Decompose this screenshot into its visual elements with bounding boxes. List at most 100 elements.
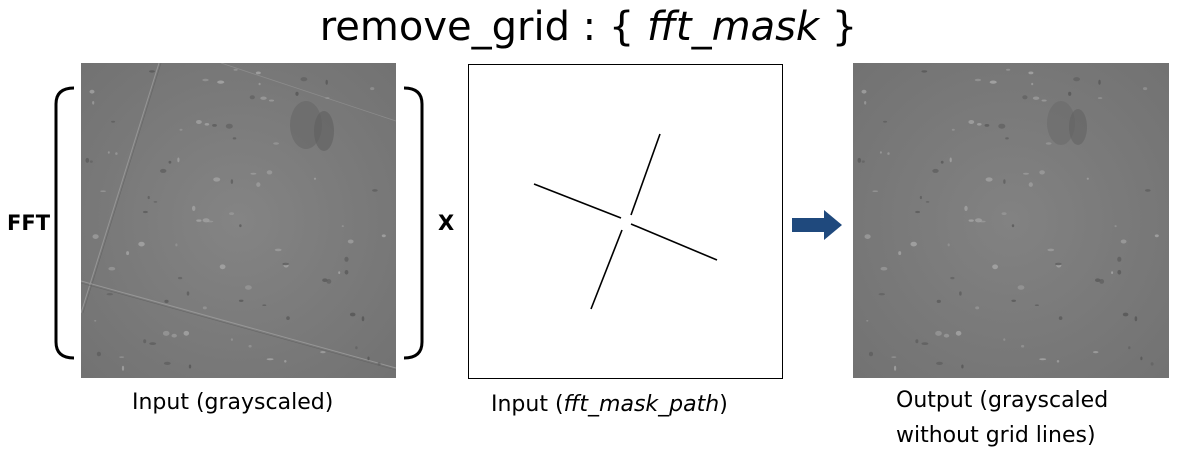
cell-speck	[977, 123, 982, 126]
cell-speck	[1034, 304, 1039, 306]
cell-speck	[147, 195, 150, 200]
cell-speck	[262, 304, 267, 306]
cell-speck	[947, 243, 950, 247]
cell-speck	[92, 101, 95, 105]
fft-mask-image	[468, 64, 783, 379]
cell-speck	[260, 96, 267, 100]
cell-speck	[238, 299, 244, 302]
input-image-canvas	[81, 63, 396, 378]
title-suffix: }	[819, 4, 858, 50]
cell-speck	[921, 70, 928, 73]
diagram-title: remove_grid : { fft_mask }	[0, 2, 1177, 52]
cell-speck	[864, 101, 867, 105]
cell-speck	[1073, 77, 1080, 82]
cell-speck	[1011, 224, 1015, 228]
cell-speck	[179, 128, 183, 131]
cell-speck	[300, 77, 308, 82]
cell-speck	[372, 189, 378, 192]
cell-speck	[1114, 225, 1117, 228]
cell-speck	[1117, 256, 1122, 262]
cell-speck	[192, 205, 196, 211]
title-param: fft_mask	[647, 4, 820, 50]
cell-speck	[985, 177, 993, 182]
cell-speck	[212, 124, 217, 127]
right-bracket	[403, 86, 424, 360]
cell-speck	[1006, 68, 1011, 71]
cell-speck	[1134, 316, 1138, 322]
cell-speck	[225, 123, 233, 129]
cell-speck	[1028, 182, 1033, 187]
cell-speck	[163, 361, 171, 365]
cell-speck	[949, 157, 952, 163]
cell-speck	[868, 351, 874, 357]
output-grayscale-image	[853, 63, 1169, 378]
cell-speck	[925, 201, 930, 203]
cell-speck	[213, 177, 221, 182]
cell-speck	[168, 160, 172, 164]
cell-speck	[322, 278, 328, 282]
cell-speck	[217, 80, 225, 84]
cell-speck	[94, 320, 97, 322]
cell-speck	[984, 124, 990, 127]
cell-speck	[940, 160, 944, 164]
cell-speck	[381, 234, 386, 238]
cell-speck	[344, 270, 349, 275]
mask-caption-param: fft_mask_path	[563, 392, 720, 417]
cell-speck	[92, 234, 99, 240]
cell-speck	[898, 251, 902, 256]
cell-speck	[245, 285, 252, 290]
mask-caption: Input (fft_mask_path)	[491, 390, 728, 420]
cell-speck	[1150, 362, 1154, 366]
output-caption-line2: without grid lines)	[896, 423, 1096, 448]
cell-speck	[968, 219, 974, 222]
fft-label: FFT	[7, 211, 51, 235]
cell-speck	[249, 95, 255, 100]
cell-speck	[879, 151, 882, 154]
cell-speck	[915, 339, 919, 344]
cell-speck	[258, 82, 261, 86]
fft-mask-canvas	[533, 133, 718, 310]
cell-speck	[115, 152, 118, 155]
cell-speck	[274, 248, 282, 252]
mask-line-lower	[590, 229, 623, 310]
cell-speck	[1098, 79, 1101, 85]
cell-speck	[188, 364, 192, 369]
cell-speck	[341, 225, 344, 228]
cell-speck	[248, 344, 252, 348]
cell-speck	[989, 80, 997, 84]
cell-speck	[1086, 177, 1089, 180]
cell-speck	[910, 241, 917, 247]
left-bracket	[54, 86, 75, 360]
cell-speck	[325, 97, 330, 99]
cell-speck	[100, 190, 106, 192]
cell-speck	[149, 70, 155, 73]
cell-speck	[968, 120, 975, 124]
cell-speck	[273, 142, 279, 145]
cell-speck	[377, 362, 381, 366]
cell-speck	[1011, 299, 1016, 302]
cell-speck	[255, 71, 261, 75]
cell-speck	[1039, 358, 1047, 361]
cell-speck	[861, 160, 865, 163]
cell-speck	[295, 91, 299, 96]
cell-speck	[1031, 82, 1034, 86]
cell-speck	[1143, 87, 1148, 91]
cell-speck	[325, 79, 328, 85]
cell-speck	[196, 219, 202, 222]
cell-speck	[932, 168, 939, 173]
cell-speck	[153, 201, 158, 203]
cell-speck	[119, 356, 125, 358]
cell-speck	[1140, 356, 1143, 361]
cell-speck	[1021, 344, 1025, 348]
cell-speck	[964, 205, 968, 211]
cell-speck	[975, 306, 980, 310]
input-caption: Input (grayscaled)	[132, 390, 334, 415]
cell-speck	[880, 266, 888, 271]
cell-speck	[183, 330, 190, 336]
output-caption-line1: Output (grayscaled	[896, 388, 1109, 413]
title-prefix: remove_grid : {	[319, 4, 648, 50]
cell-speck	[1122, 312, 1129, 317]
cell-speck	[355, 346, 358, 350]
cell-speck	[1039, 170, 1045, 175]
cell-speck	[1045, 142, 1052, 145]
